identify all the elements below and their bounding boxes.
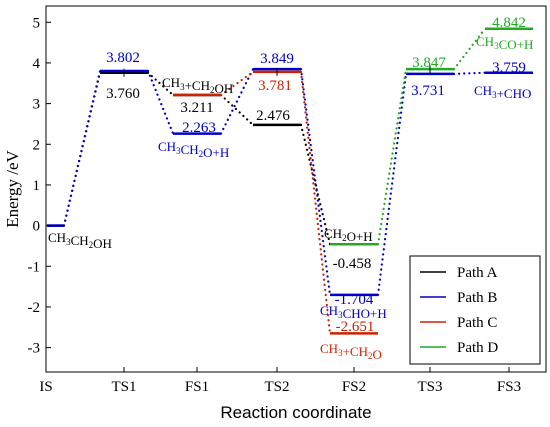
x-axis-label: Reaction coordinate	[220, 403, 371, 422]
value-label: 3.847	[412, 55, 446, 71]
value-label: 2.263	[182, 120, 216, 136]
path-a-connector	[219, 93, 255, 127]
value-label: 3.781	[258, 78, 292, 94]
x-tick-label: FS3	[497, 379, 521, 395]
x-tick-label: FS2	[342, 379, 366, 395]
species-label: CH3+CHO	[474, 83, 531, 101]
y-tick-label: -3	[28, 341, 41, 357]
path-b-connector	[219, 67, 255, 135]
y-tick-label: -2	[28, 300, 41, 316]
value-label: 3.802	[106, 50, 140, 66]
path-b-connector	[62, 69, 102, 227]
legend-box	[409, 255, 541, 365]
value-label: -1.704	[335, 292, 374, 308]
species-label: CH3CH2O+H	[158, 139, 229, 160]
legend-entry-path-d: Path D	[457, 340, 498, 356]
plot-frame	[45, 5, 547, 373]
value-label: 3.849	[260, 51, 294, 67]
path-a-connector	[146, 71, 175, 97]
y-tick-label: 2	[33, 137, 41, 153]
species-label: CH2O+H	[324, 226, 373, 244]
value-label: 3.759	[492, 60, 526, 76]
species-label: CH3CHO+H	[320, 303, 387, 321]
value-label: 4.842	[492, 15, 526, 31]
path-b-connector	[146, 69, 175, 135]
legend-entry-path-c: Path C	[457, 315, 497, 331]
x-tick-label: TS3	[417, 379, 442, 395]
value-label: 3.211	[180, 100, 213, 116]
y-tick-label: 5	[33, 15, 41, 31]
path-b-connector	[452, 71, 487, 75]
species-label: CH3+CH2O	[320, 341, 382, 362]
x-tick-label: TS1	[111, 379, 136, 395]
y-tick-label: 0	[33, 219, 41, 235]
path-c-connector	[219, 70, 255, 97]
path-b-connector	[376, 72, 408, 296]
legend-entry-path-b: Path B	[457, 290, 497, 306]
y-tick-label: 4	[33, 56, 41, 72]
value-label: -0.458	[333, 256, 372, 272]
path-b-connector	[299, 67, 332, 296]
y-axis-label: Energy /eV	[3, 149, 22, 227]
path-c-connector	[299, 70, 332, 335]
value-label: 3.731	[411, 83, 445, 99]
y-tick-label: 3	[33, 97, 41, 113]
y-tick-label: -1	[28, 259, 41, 275]
value-label: -2.651	[336, 319, 375, 335]
value-label: 2.476	[256, 108, 290, 124]
path-d-connector	[452, 27, 487, 71]
species-label: CH3CO+H	[476, 34, 533, 52]
species-label: CH3CH2OH	[48, 230, 112, 251]
x-tick-label: IS	[39, 379, 52, 395]
legend-entry-path-a: Path A	[457, 265, 498, 281]
x-tick-label: TS2	[264, 379, 289, 395]
x-tick-label: FS1	[185, 379, 209, 395]
path-d-connector	[376, 68, 408, 246]
legend: Path A Path B Path C Path D	[409, 255, 541, 365]
y-tick-label: 1	[33, 178, 41, 194]
species-label: CH3+CH2OH	[162, 75, 233, 96]
value-label: 3.760	[106, 86, 140, 102]
